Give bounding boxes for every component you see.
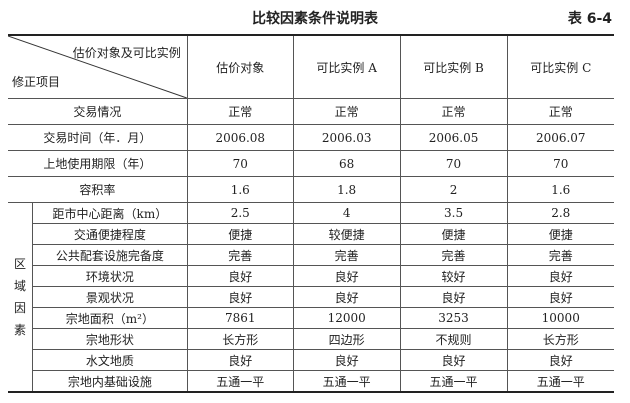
region-group-char: 域 [13,279,26,293]
value-cell: 不规则 [399,328,508,350]
header-row: 估价对象及可比实例 修正项目 估价对象 可比实例 A 可比实例 B 可比实例 C [8,34,614,99]
row-label: 交易时间（年．月） [8,124,188,151]
table-row: 景观状况 良好 良好 良好 良好 [8,286,614,308]
value-cell: 2006.03 [292,124,401,151]
value-cell: 68 [292,150,401,177]
row-label: 距市中心距离（km） [31,202,188,224]
value-cell: 便捷 [399,223,508,245]
value-cell: 良好 [399,349,508,371]
value-cell: 3253 [399,307,508,329]
row-label: 上地使用期限（年） [8,150,188,177]
value-cell: 良好 [292,265,401,287]
value-cell: 完善 [506,244,614,266]
value-cell: 1.6 [186,176,294,203]
row-label: 环境状况 [32,265,188,287]
value-cell: 良好 [186,286,294,308]
value-cell: 完善 [399,244,508,266]
value-cell: 五通一平 [292,370,401,393]
value-cell: 五通一平 [399,370,508,393]
value-cell: 3.5 [399,202,508,224]
value-cell: 1.8 [292,176,401,203]
table-row: 宗地面积（m²） 7861 12000 3253 10000 [8,307,614,329]
value-cell: 2006.08 [186,124,294,151]
row-label: 宗地内基础设施 [32,370,188,393]
value-cell: 12000 [292,307,401,329]
value-cell: 良好 [399,286,508,308]
column-header: 可比实例 A [292,34,401,99]
table-row: 环境状况 良好 良好 较好 良好 [8,265,614,287]
row-label: 宗地面积（m²） [32,307,188,329]
value-cell: 较便捷 [292,223,401,245]
value-cell: 70 [399,150,508,177]
row-label: 宗地形状 [32,328,188,350]
region-group-char: 素 [13,323,26,337]
table-row: 上地使用期限（年） 70 68 70 70 [8,150,614,177]
value-cell: 正常 [399,98,508,125]
comparison-table: 估价对象及可比实例 修正项目 估价对象 可比实例 A 可比实例 B 可比实例 C… [8,34,614,393]
value-cell: 五通一平 [506,370,614,393]
value-cell: 10000 [506,307,614,329]
value-cell: 正常 [506,98,614,125]
value-cell: 完善 [186,244,294,266]
value-cell: 五通一平 [186,370,294,393]
value-cell: 2.5 [186,202,294,224]
value-cell: 较好 [399,265,508,287]
value-cell: 正常 [186,98,294,125]
value-cell: 70 [506,150,614,177]
region-group-char: 因 [13,301,26,315]
value-cell: 1.6 [506,176,614,203]
row-label: 交易情况 [8,98,188,125]
column-header: 可比实例 C [506,34,614,99]
value-cell: 良好 [506,265,614,287]
diagonal-header-cell: 估价对象及可比实例 修正项目 [8,34,188,99]
value-cell: 良好 [506,286,614,308]
row-label: 容积率 [8,176,188,203]
row-label: 水文地质 [32,349,188,371]
value-cell: 70 [186,150,294,177]
table-number: 表 6-4 [567,11,612,27]
value-cell: 2.8 [506,202,614,224]
diag-top-label: 估价对象及可比实例 [72,46,181,60]
table-row: 交通便捷程度 便捷 较便捷 便捷 便捷 [8,223,614,245]
value-cell: 4 [292,202,401,224]
value-cell: 良好 [292,286,401,308]
table-row: 容积率 1.6 1.8 2 1.6 [8,176,614,203]
table-row: 水文地质 良好 良好 良好 良好 [8,349,614,371]
value-cell: 良好 [186,349,294,371]
table-row: 宗地内基础设施 五通一平 五通一平 五通一平 五通一平 [8,370,614,393]
diagonal-line [8,36,187,98]
row-label: 交通便捷程度 [32,223,188,245]
value-cell: 2006.07 [506,124,614,151]
value-cell: 良好 [292,349,401,371]
column-header: 可比实例 B [399,34,508,99]
value-cell: 便捷 [506,223,614,245]
value-cell: 2 [399,176,508,203]
value-cell: 完善 [292,244,401,266]
table-row: 宗地形状 长方形 四边形 不规则 长方形 [8,328,614,350]
region-group-char: 区 [13,257,26,271]
column-header: 估价对象 [186,34,294,99]
value-cell: 长方形 [186,328,294,350]
table-row: 交易情况 正常 正常 正常 正常 [8,98,614,125]
value-cell: 便捷 [186,223,294,245]
row-label: 景观状况 [32,286,188,308]
value-cell: 2006.05 [399,124,508,151]
table-row: 区域因素距市中心距离（km） 2.5 4 3.5 2.8 [8,202,614,393]
value-cell: 7861 [186,307,294,329]
value-cell: 四边形 [292,328,401,350]
value-cell: 良好 [506,349,614,371]
table-row: 交易时间（年．月） 2006.08 2006.03 2006.05 2006.07 [8,124,614,151]
row-label: 公共配套设施完备度 [32,244,188,266]
diag-bottom-label: 修正项目 [12,75,61,89]
table-title: 比较因素条件说明表 [252,11,378,27]
value-cell: 长方形 [506,328,614,350]
region-group-label: 区域因素 [8,202,33,393]
table-row: 公共配套设施完备度 完善 完善 完善 完善 [8,244,614,266]
value-cell: 良好 [186,265,294,287]
value-cell: 正常 [292,98,401,125]
